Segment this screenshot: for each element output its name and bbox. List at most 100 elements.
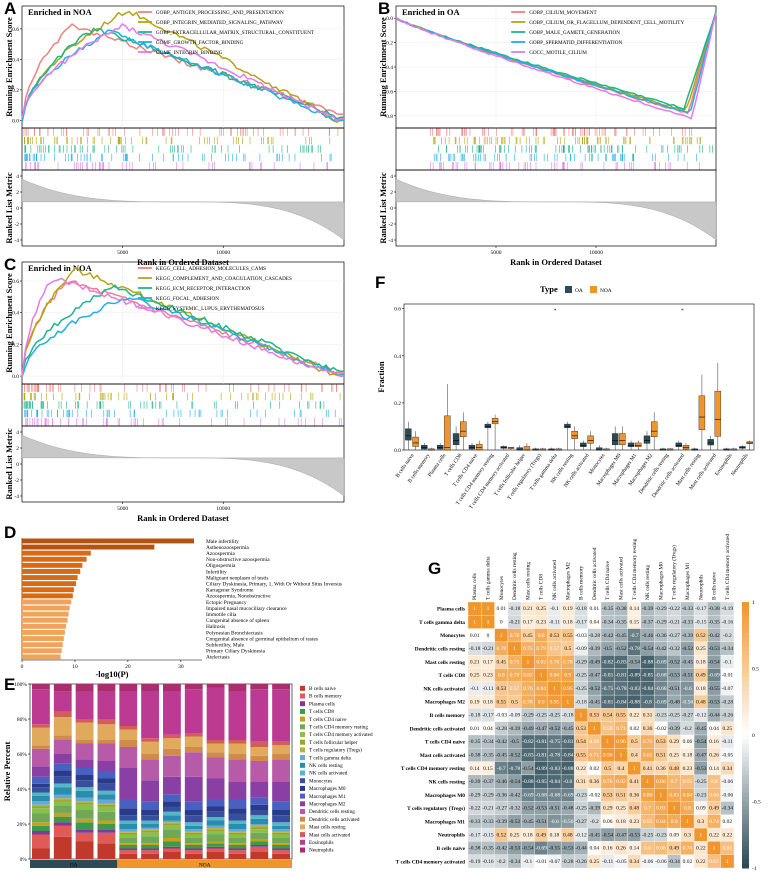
cell-value: 0.82: [643, 753, 653, 759]
category-label: Impaired nasal mucociliary clearance: [206, 606, 287, 612]
y-tick-label: 0.0: [394, 448, 401, 454]
stack-segment: [119, 850, 138, 854]
box: [516, 447, 523, 451]
category-label: Infertility: [206, 568, 227, 575]
cell-value: 0.53: [603, 792, 613, 798]
stack-segment: [119, 691, 138, 726]
cell-value: -0.54: [708, 659, 720, 665]
y-tick-label: 40%: [17, 787, 28, 793]
cell-value: 0.74: [683, 846, 693, 852]
column-label: Plasma cells: [472, 573, 478, 600]
cell-value: 0.6: [644, 846, 651, 852]
cell-value: -0.18: [469, 713, 481, 719]
cell-value: -0.78: [509, 766, 521, 772]
cell-value: 0.51: [616, 792, 626, 798]
cell-value: -0.38: [469, 846, 481, 852]
stack-segment: [250, 841, 269, 845]
category-label: Kartagener Syndrome: [206, 588, 254, 594]
y-axis-title-top: Running Enrichment Score: [4, 17, 14, 117]
stack-segment: [53, 798, 72, 801]
stack-segment: [272, 845, 290, 849]
stack-segment: [163, 801, 181, 807]
stack-segment: [163, 794, 181, 802]
panel-b-gsea: B Enriched in OA 0.0 -0.2 -0.4 -0.6 -0.8 5000 10…: [378, 0, 717, 267]
cell-value: -0.06: [642, 859, 654, 865]
stack-segment: [53, 763, 72, 771]
box: [436, 445, 444, 450]
legend-swatch: [300, 724, 305, 730]
rank-metric-area: [395, 178, 717, 241]
cell-value: -0.38: [708, 606, 720, 612]
stack-segment: [119, 831, 138, 833]
stack-segment: [75, 743, 94, 760]
rank-metric-area: [21, 434, 345, 497]
stack-segment: [184, 832, 203, 835]
stack-segment: [206, 740, 225, 744]
box: [619, 433, 626, 446]
legend-swatch: [300, 701, 305, 707]
row-label: Dendritic cells activated: [410, 726, 465, 732]
stack-segment: [75, 803, 94, 805]
cell-value: -0.18: [575, 606, 587, 612]
y-axis-title-bottom: Ranked List Metric: [378, 172, 388, 244]
cell-value: 0.22: [723, 832, 733, 838]
cell-value: -0.75: [602, 686, 614, 692]
stack-segment: [228, 691, 247, 740]
stack-segment: [250, 846, 269, 852]
bar: [22, 605, 70, 611]
stack-segment: [119, 747, 138, 768]
colorbar-step: [742, 788, 749, 794]
cell-value: 0.8: [538, 633, 545, 639]
cell-value: 0.49: [709, 806, 719, 812]
cell-value: 0.66: [709, 792, 719, 798]
cell-value: -0.06: [722, 792, 734, 798]
es-curve-1: [21, 23, 344, 122]
cell-value: 0.74: [709, 819, 719, 825]
cell-value: -0.8: [563, 779, 572, 785]
cell-value: -0.21: [509, 620, 521, 626]
stack-segment: [184, 801, 203, 810]
bar: [22, 550, 91, 556]
cell-value: -0.49: [589, 659, 601, 665]
es-curve-4: [21, 297, 344, 378]
stack-segment: [250, 761, 269, 782]
stack-segment: [141, 801, 159, 810]
y-tick-label: 2: [16, 190, 19, 196]
bar: [22, 593, 73, 599]
cell-value: -0.47: [615, 832, 627, 838]
row-label: T cells regulatory (Tregs): [407, 805, 465, 812]
stack-segment: [141, 810, 159, 816]
cell-value: 0.83: [669, 792, 679, 798]
legend-label: Monocytes: [309, 778, 332, 784]
legend-label: T cells CD8: [309, 709, 334, 715]
cell-value: -0.21: [482, 806, 494, 812]
stack-segment: [250, 810, 269, 816]
category-label: Oligospermia: [206, 563, 236, 569]
stack-segment: [97, 794, 116, 800]
colorbar-step: [742, 832, 749, 838]
cell-value: 0.26: [709, 753, 719, 759]
cell-value: 0.16: [709, 739, 719, 745]
es-curve-5: [395, 12, 717, 120]
stack-segment: [75, 759, 94, 768]
stack-segment: [97, 843, 116, 859]
cell-value: -0.83: [629, 686, 641, 692]
box: [412, 436, 419, 447]
cell-value: 0.31: [643, 713, 653, 719]
legend-label: KEGG_SYSTEMIC_LUPUS_ERYTHEMATOSUS: [156, 306, 265, 312]
stack-segment: [206, 817, 225, 821]
cell-value: -0.25: [535, 713, 547, 719]
stack-segment: [163, 824, 181, 826]
cell-value: -0.81: [562, 739, 574, 745]
x-tick-label: 10000: [589, 250, 603, 256]
cell-value: -0.39: [668, 726, 680, 732]
stack-segment: [97, 719, 116, 725]
cell-value: 0: [500, 620, 503, 626]
panel-c-gsea: C Enriched in NOA 0.0 0.2 0.4 0.6 5000 10000 KEG…: [4, 255, 345, 523]
colorbar-step: [742, 628, 749, 634]
column-label: Dendritic cells activated: [592, 547, 598, 600]
colorbar-label: 1: [752, 600, 755, 606]
y-tick-label: -0.8: [384, 114, 393, 120]
colorbar-label: 0.5: [752, 667, 759, 673]
cell-value: -0.52: [509, 819, 521, 825]
